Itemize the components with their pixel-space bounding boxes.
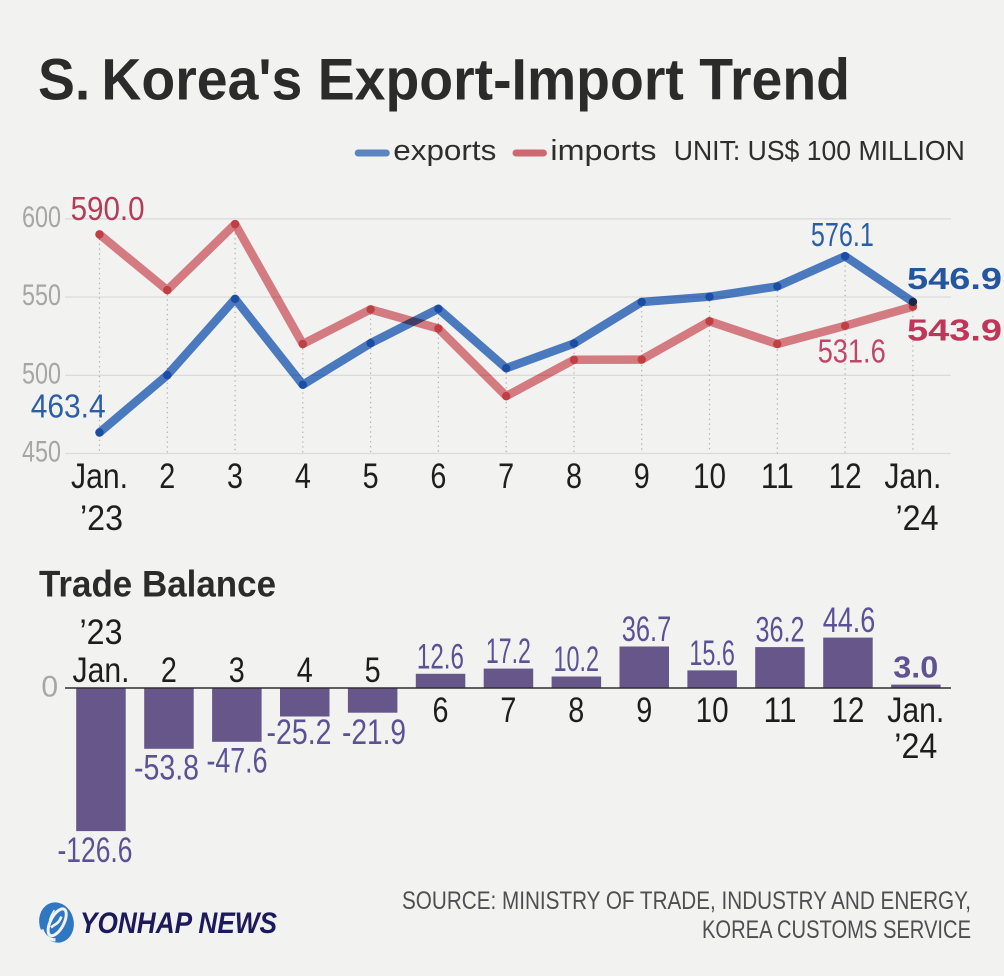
svg-text:YONHAP NEWS: YONHAP NEWS — [80, 907, 277, 940]
svg-text:exports: exports — [393, 135, 496, 167]
svg-text:S. Korea's Export-Import Trend: S. Korea's Export-Import Trend — [38, 48, 850, 113]
svg-text:10: 10 — [693, 457, 726, 496]
svg-text:Jan.: Jan. — [887, 691, 944, 730]
svg-text:44.6: 44.6 — [823, 601, 876, 640]
svg-text:12: 12 — [829, 457, 862, 496]
svg-text:36.7: 36.7 — [622, 610, 672, 649]
svg-text:543.9: 543.9 — [907, 313, 1002, 348]
svg-text:2: 2 — [159, 457, 175, 496]
svg-text:3: 3 — [227, 457, 243, 496]
svg-text:’23: ’23 — [80, 499, 123, 538]
svg-text:-25.2: -25.2 — [267, 713, 332, 752]
svg-text:8: 8 — [568, 691, 584, 730]
svg-text:36.2: 36.2 — [756, 611, 805, 650]
svg-text:5: 5 — [365, 651, 381, 690]
svg-text:4: 4 — [295, 457, 311, 496]
svg-text:Jan.: Jan. — [71, 457, 128, 496]
svg-text:4: 4 — [297, 651, 313, 690]
svg-text:imports: imports — [550, 135, 656, 167]
svg-text:’24: ’24 — [894, 727, 937, 766]
svg-text:6: 6 — [430, 457, 446, 496]
svg-text:11: 11 — [761, 457, 794, 496]
svg-text:9: 9 — [634, 457, 650, 496]
svg-text:550: 550 — [22, 279, 61, 312]
svg-text:-47.6: -47.6 — [207, 742, 268, 781]
svg-text:8: 8 — [566, 457, 582, 496]
svg-text:KOREA CUSTOMS SERVICE: KOREA CUSTOMS SERVICE — [702, 916, 971, 944]
svg-text:-53.8: -53.8 — [134, 749, 199, 788]
svg-text:500: 500 — [22, 357, 61, 390]
svg-text:6: 6 — [433, 691, 449, 730]
svg-text:5: 5 — [363, 457, 379, 496]
svg-text:-126.6: -126.6 — [58, 831, 133, 870]
svg-text:UNIT: US$ 100 MILLION: UNIT: US$ 100 MILLION — [674, 135, 965, 166]
svg-text:590.0: 590.0 — [71, 190, 145, 227]
svg-text:12.6: 12.6 — [417, 637, 464, 676]
svg-text:2: 2 — [161, 651, 177, 690]
svg-text:463.4: 463.4 — [31, 388, 106, 425]
svg-text:9: 9 — [636, 691, 652, 730]
svg-text:’24: ’24 — [896, 499, 939, 538]
svg-text:11: 11 — [764, 691, 797, 730]
svg-text:’23: ’23 — [80, 613, 123, 652]
svg-text:SOURCE: MINISTRY OF TRADE, IND: SOURCE: MINISTRY OF TRADE, INDUSTRY AND … — [402, 887, 971, 915]
svg-text:17.2: 17.2 — [486, 632, 531, 671]
svg-text:3: 3 — [229, 651, 245, 690]
svg-text:600: 600 — [22, 201, 61, 234]
svg-text:546.9: 546.9 — [907, 261, 1002, 296]
svg-text:Trade Balance: Trade Balance — [39, 564, 276, 605]
svg-text:12: 12 — [831, 691, 864, 730]
svg-text:-21.9: -21.9 — [342, 713, 406, 752]
svg-text:7: 7 — [498, 457, 514, 496]
svg-text:Jan.: Jan. — [73, 651, 130, 690]
svg-text:10: 10 — [696, 691, 729, 730]
svg-text:15.6: 15.6 — [689, 634, 735, 673]
svg-text:3.0: 3.0 — [893, 650, 938, 685]
svg-text:10.2: 10.2 — [554, 640, 600, 679]
svg-text:450: 450 — [22, 436, 61, 469]
svg-text:7: 7 — [500, 691, 516, 730]
svg-text:531.6: 531.6 — [818, 333, 886, 370]
svg-text:0: 0 — [41, 671, 58, 704]
svg-text:Jan.: Jan. — [884, 457, 941, 496]
svg-text:576.1: 576.1 — [811, 216, 874, 253]
